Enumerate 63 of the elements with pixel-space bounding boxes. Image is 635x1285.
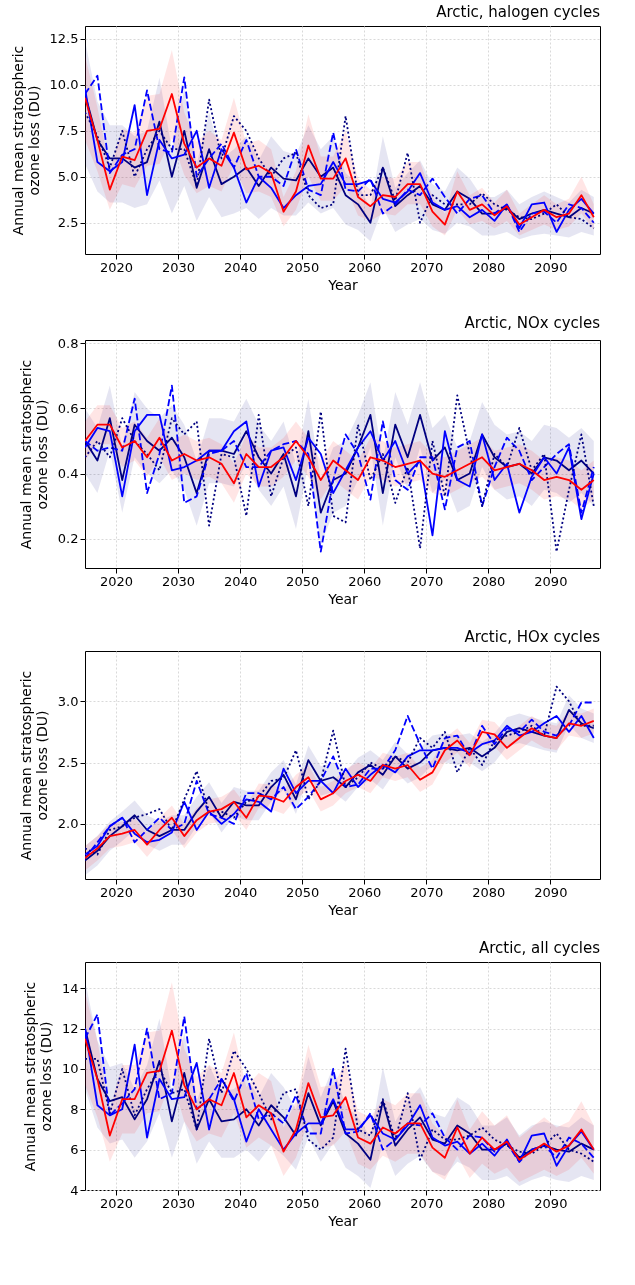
x-tick-label: 2070 [410,573,444,589]
y-tick-label: 2.0 [57,816,79,832]
x-tick-label: 2030 [162,1195,196,1211]
x-tick-label: 2050 [286,259,320,275]
y-axis-title: Annual mean stratospheric ozone loss (DU) [17,670,50,861]
x-tick-label: 2070 [410,884,444,900]
y-tick-label: 12 [61,1021,79,1037]
x-tick-label: 2080 [472,259,506,275]
chart-title: Arctic, all cycles [478,939,601,957]
x-tick-label: 2090 [534,573,568,589]
x-tick-label: 2090 [534,1195,568,1211]
y-tick-label: 2.5 [57,755,79,771]
y-tick-label: 7.5 [57,123,79,139]
x-tick-label: 2090 [534,884,568,900]
y-tick-label: 5.0 [57,169,79,185]
y-tick-label: 10.0 [49,77,79,93]
y-tick-label: 6 [70,1142,79,1158]
x-tick-label: 2060 [348,884,382,900]
x-tick-label: 2040 [224,1195,258,1211]
x-tick-label: 2060 [348,573,382,589]
y-tick-label: 14 [61,980,79,996]
x-tick-label: 2020 [99,1195,134,1211]
chart-title: Arctic, HOx cycles [464,628,601,646]
y-tick-label: 4 [70,1182,79,1198]
x-tick-label: 2030 [162,259,196,275]
y-tick-label: 2.5 [57,215,79,231]
x-tick-label: 2040 [224,884,258,900]
x-tick-label: 2050 [286,884,320,900]
x-tick-label: 2030 [162,573,196,589]
x-tick-label: 2020 [99,573,134,589]
x-tick-label: 2080 [472,884,506,900]
x-tick-label: 2020 [99,884,134,900]
y-axis-title: Annual mean stratospheric ozone loss (DU) [17,359,50,550]
y-axis-title: Annual mean stratospheric ozone loss (DU) [21,981,54,1172]
x-tick-label: 2080 [472,1195,506,1211]
x-tick-label: 2060 [348,259,382,275]
x-tick-label: 2030 [162,884,196,900]
x-tick-label: 2020 [99,259,134,275]
x-tick-label: 2090 [534,259,568,275]
x-axis-title: Year [327,1212,359,1229]
x-tick-label: 2050 [286,573,320,589]
x-axis-title: Year [327,590,359,607]
x-tick-label: 2080 [472,573,506,589]
chart-title: Arctic, NOx cycles [464,314,601,333]
y-tick-label: 0.8 [57,335,79,351]
y-tick-label: 0.2 [57,531,79,547]
y-tick-label: 3.0 [57,693,79,709]
y-tick-label: 8 [70,1101,79,1117]
x-tick-label: 2070 [410,1195,444,1211]
x-axis-title: Year [327,276,359,293]
line-series [85,423,595,491]
y-tick-label: 12.5 [49,31,79,47]
x-tick-label: 2050 [286,1195,320,1211]
x-tick-label: 2070 [410,259,444,275]
y-axis-title: Annual mean stratospheric ozone loss (DU) [9,45,42,236]
x-tick-label: 2060 [348,1195,382,1211]
y-tick-label: 0.4 [57,466,79,482]
x-tick-label: 2040 [224,259,258,275]
y-tick-label: 0.6 [57,400,79,416]
x-axis-title: Year [327,901,359,918]
x-tick-label: 2040 [224,573,258,589]
y-tick-label: 10 [61,1061,79,1077]
chart-title: Arctic, halogen cycles [436,3,601,21]
